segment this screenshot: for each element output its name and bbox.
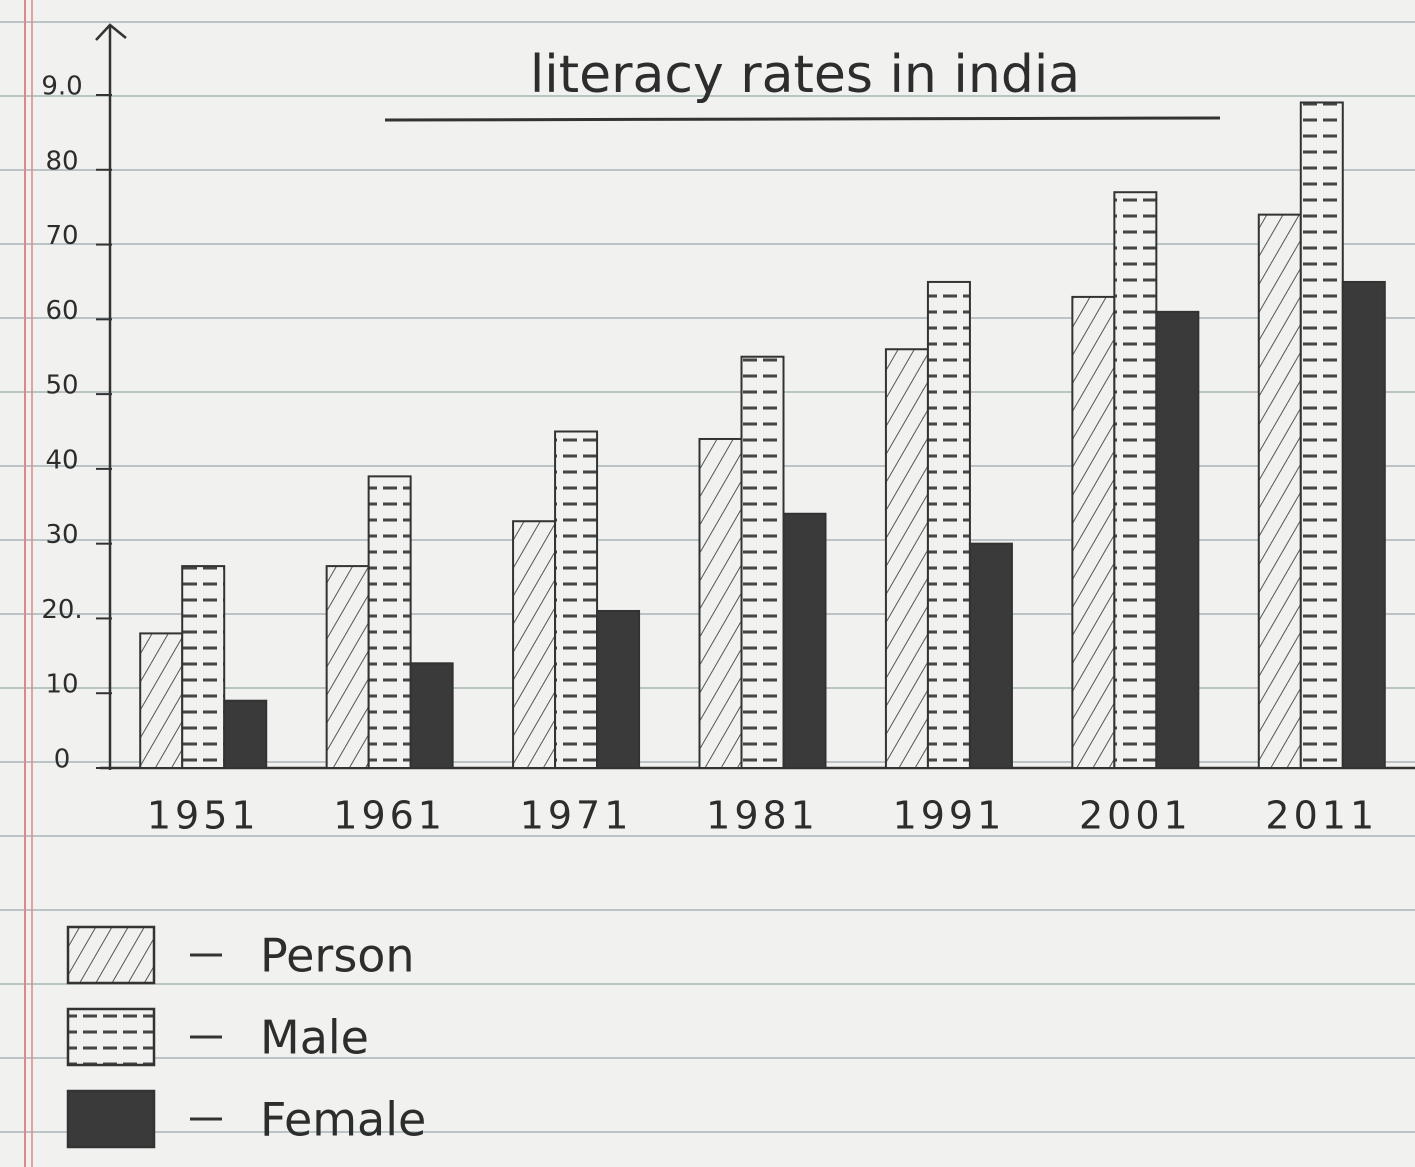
bar: [596, 609, 641, 770]
legend-swatch: [66, 1007, 156, 1067]
axis-arrow: [95, 23, 127, 41]
bar: [884, 348, 929, 769]
y-tick-label: 50: [45, 371, 78, 401]
bar: [325, 565, 370, 769]
bar: [740, 355, 785, 769]
y-tick-label: 80: [45, 146, 78, 176]
bar: [698, 437, 743, 769]
bar: [181, 565, 226, 769]
y-tick-label: 20.: [41, 595, 82, 625]
bar: [1257, 213, 1302, 769]
title-underline: [384, 116, 1221, 122]
y-tick-label: 70: [45, 221, 78, 251]
y-tick-label: 10: [45, 670, 78, 700]
bar: [554, 430, 599, 769]
x-tick-label: 1971: [520, 794, 633, 838]
x-tick-label: 1981: [706, 794, 819, 838]
bar: [409, 662, 454, 769]
y-tick-label: 0: [54, 745, 71, 775]
legend-swatch: [66, 925, 156, 985]
bar: [1071, 295, 1116, 769]
plot-area: 0 10 20. 30 40 50 60 70 80 9.0 1951 1961 1971 1981 199…: [41, 72, 1386, 838]
legend-label: Male: [260, 1011, 369, 1065]
bar: [1299, 101, 1344, 769]
bar: [1113, 191, 1158, 769]
bar: [782, 512, 827, 769]
bar: [1155, 310, 1200, 769]
x-tick-label: 1951: [147, 794, 260, 838]
y-tick-label: 40: [45, 445, 78, 475]
y-tick-label: 60: [45, 296, 78, 326]
bar: [367, 475, 412, 769]
bar: [926, 280, 971, 769]
y-tick-label: 30: [45, 520, 78, 550]
y-tick-label: 9.0: [41, 72, 82, 102]
chart-title: literacy rates in india: [530, 45, 1080, 105]
legend: Person Male Female: [66, 925, 426, 1149]
bar: [223, 699, 268, 770]
legend-label: Person: [260, 929, 415, 983]
legend-swatch: [66, 1089, 156, 1149]
bar: [968, 542, 1013, 770]
x-tick-label: 1991: [893, 794, 1006, 838]
bar: [512, 520, 557, 769]
legend-label: Female: [260, 1093, 426, 1147]
bar: [1341, 280, 1386, 769]
bar: [139, 632, 184, 770]
x-tick-label: 2011: [1265, 794, 1378, 838]
x-tick-label: 1961: [333, 794, 446, 838]
x-tick-label: 2001: [1079, 794, 1192, 838]
